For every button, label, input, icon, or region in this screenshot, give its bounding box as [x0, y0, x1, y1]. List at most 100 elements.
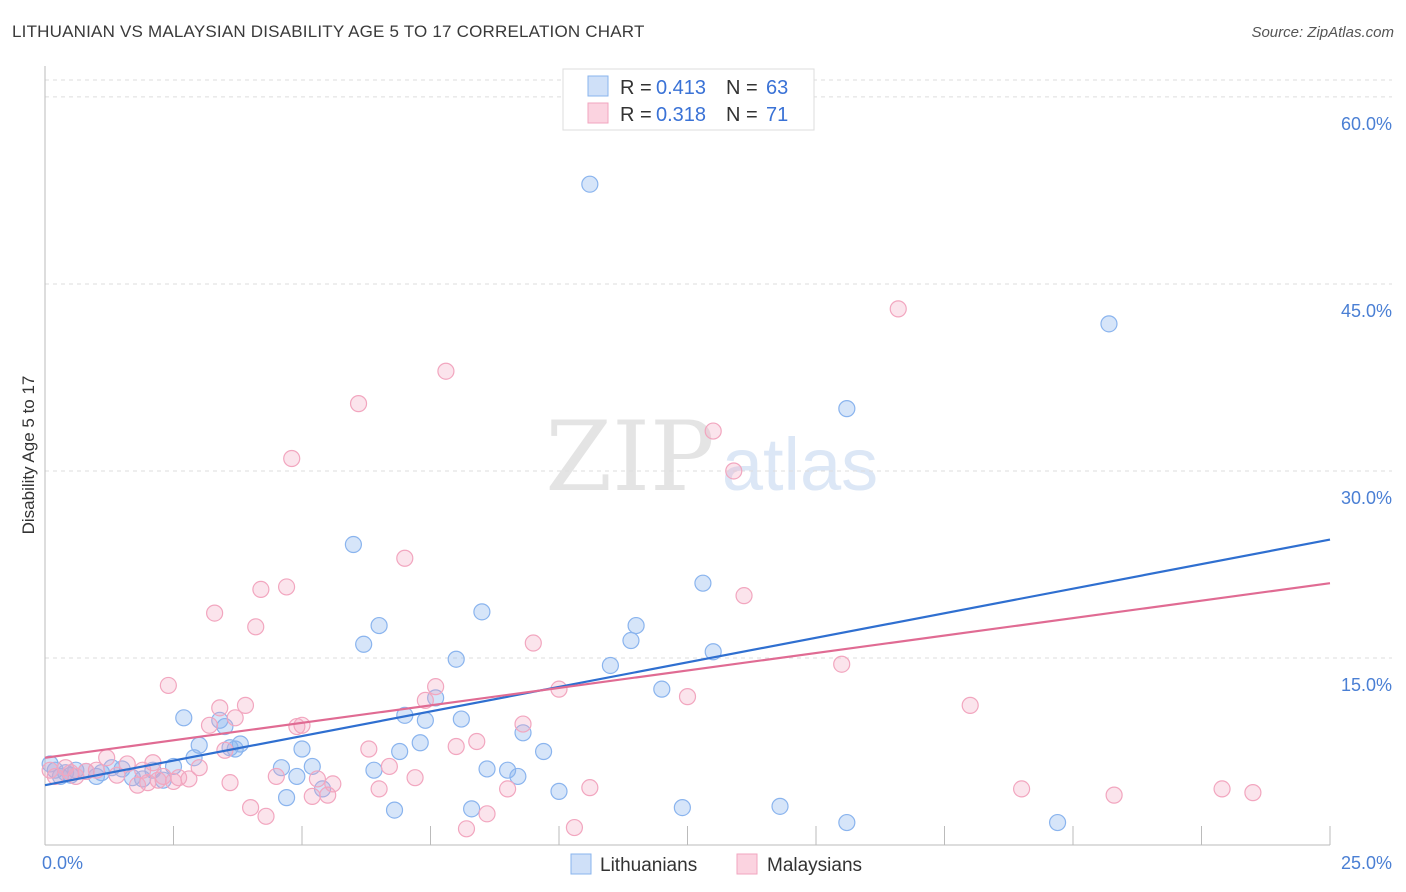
- point-malaysians-58: [565, 818, 584, 837]
- point-malaysians-64: [833, 655, 851, 673]
- point-lithuanians-25: [277, 789, 296, 807]
- stats-r-value-2: 0.318: [656, 104, 706, 126]
- axes: [44, 66, 1331, 846]
- legend-label-lithuanians: Lithuanians: [600, 855, 697, 876]
- point-lithuanians-52: [622, 631, 640, 650]
- point-lithuanians-31: [355, 635, 373, 653]
- point-lithuanians-45: [499, 761, 517, 779]
- point-lithuanians-24: [272, 759, 291, 777]
- point-lithuanians-49: [550, 782, 568, 800]
- point-malaysians-39: [319, 786, 337, 804]
- point-malaysians-25: [221, 774, 239, 792]
- grid-lines: [45, 79, 1392, 659]
- y-tick-label: 30.0%: [1341, 488, 1392, 508]
- point-malaysians-28: [242, 798, 260, 817]
- point-lithuanians-26: [288, 767, 306, 786]
- point-malaysians-51: [457, 820, 476, 838]
- point-malaysians-26: [226, 709, 244, 727]
- watermark-atlas: atlas: [722, 423, 878, 506]
- point-lithuanians-42: [463, 800, 481, 818]
- point-malaysians-31: [257, 807, 275, 825]
- stats-n-label-2: N =: [726, 104, 758, 126]
- point-lithuanians-40: [447, 650, 465, 668]
- x-tick-label-min: 0.0%: [42, 853, 83, 873]
- point-lithuanians-27: [293, 740, 311, 758]
- point-lithuanians-46: [509, 767, 527, 786]
- stats-r-value-1: 0.413: [656, 77, 706, 99]
- point-lithuanians-50: [581, 175, 599, 193]
- point-lithuanians-54: [653, 680, 671, 698]
- point-malaysians-21: [200, 716, 219, 734]
- point-lithuanians-59: [838, 400, 856, 418]
- point-lithuanians-37: [411, 734, 429, 752]
- point-malaysians-54: [499, 780, 517, 798]
- point-malaysians-34: [283, 449, 301, 468]
- point-lithuanians-58: [771, 797, 789, 815]
- stats-swatch-lithuanians: [587, 75, 609, 97]
- point-lithuanians-30: [344, 535, 362, 554]
- point-malaysians-67: [1012, 780, 1031, 798]
- point-malaysians-68: [1105, 786, 1123, 804]
- trend-line-lithuanians: [44, 538, 1331, 787]
- stats-n-value-2: 71: [766, 104, 788, 126]
- point-malaysians-27: [236, 696, 255, 714]
- point-malaysians-62: [725, 462, 743, 480]
- point-malaysians-41: [349, 395, 368, 413]
- point-lithuanians-35: [391, 742, 409, 761]
- point-malaysians-22: [206, 604, 224, 622]
- point-malaysians-29: [247, 618, 265, 636]
- point-malaysians-36: [293, 716, 311, 734]
- point-malaysians-32: [267, 767, 285, 786]
- stats-r-label-2: R =: [620, 104, 652, 126]
- stats-swatch-malaysians: [587, 102, 609, 124]
- point-malaysians-50: [447, 737, 465, 756]
- point-lithuanians-16: [175, 709, 193, 727]
- point-lithuanians-38: [416, 711, 434, 729]
- point-malaysians-44: [380, 757, 398, 776]
- point-malaysians-49: [437, 362, 455, 380]
- point-malaysians-56: [524, 634, 542, 652]
- point-lithuanians-61: [1048, 813, 1067, 832]
- point-malaysians-45: [396, 549, 414, 567]
- point-malaysians-33: [277, 578, 296, 596]
- point-lithuanians-32: [365, 761, 383, 779]
- point-lithuanians-60: [838, 813, 856, 832]
- point-malaysians-43: [370, 780, 388, 798]
- point-malaysians-42: [360, 740, 378, 758]
- point-malaysians-7: [98, 749, 116, 767]
- point-lithuanians-62: [1100, 315, 1118, 333]
- point-malaysians-59: [581, 779, 599, 797]
- stats-n-label-1: N =: [726, 77, 758, 99]
- point-lithuanians-48: [534, 742, 553, 761]
- legend-label-malaysians: Malaysians: [767, 855, 862, 876]
- y-tick-label: 45.0%: [1341, 301, 1392, 321]
- point-malaysians-47: [416, 691, 434, 709]
- stats-r-label-1: R =: [620, 77, 652, 99]
- point-lithuanians-18: [190, 736, 208, 754]
- legend-swatch-lithuanians: [570, 853, 592, 875]
- point-malaysians-40: [324, 775, 342, 793]
- point-malaysians-69: [1213, 780, 1231, 798]
- point-malaysians-53: [478, 805, 496, 823]
- watermark: ZIP atlas: [545, 401, 878, 513]
- point-lithuanians-51: [601, 656, 620, 675]
- point-malaysians-30: [252, 580, 270, 599]
- y-tick-label: 60.0%: [1341, 114, 1392, 134]
- point-lithuanians-55: [673, 798, 691, 817]
- watermark-zip: ZIP: [545, 401, 714, 513]
- point-lithuanians-56: [694, 574, 712, 592]
- point-malaysians-70: [1244, 784, 1262, 802]
- point-malaysians-63: [735, 587, 753, 605]
- x-tick-label-max: 25.0%: [1341, 853, 1392, 873]
- point-malaysians-19: [180, 770, 198, 788]
- trend-lines: [44, 538, 1331, 787]
- point-lithuanians-43: [473, 603, 491, 621]
- legend-swatch-malaysians: [736, 853, 758, 875]
- series-legend: Lithuanians Malaysians: [570, 853, 862, 876]
- point-malaysians-60: [678, 688, 697, 706]
- trend-line-malaysians: [44, 582, 1331, 759]
- point-malaysians-55: [514, 715, 532, 733]
- point-malaysians-61: [704, 422, 722, 440]
- y-tick-label: 15.0%: [1341, 675, 1392, 695]
